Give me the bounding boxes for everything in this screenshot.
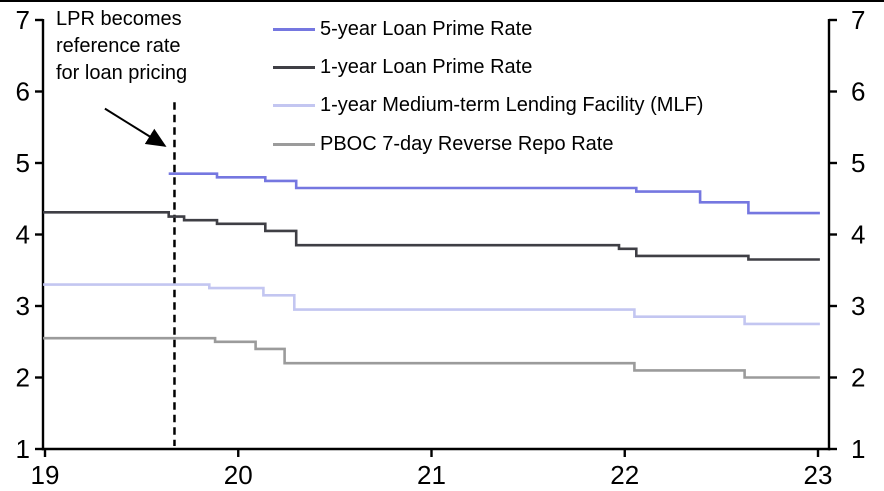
legend-label: PBOC 7-day Reverse Repo Rate (320, 132, 614, 155)
y-axis-label-left: 3 (16, 291, 30, 321)
y-axis-label-left: 1 (16, 434, 30, 464)
legend-item: 1-year Medium-term Lending Facility (MLF… (273, 87, 703, 125)
y-axis-label-left: 5 (16, 148, 30, 178)
annotation-line: reference rate (56, 35, 181, 57)
x-axis-label: 23 (804, 460, 833, 490)
y-axis-label-left: 7 (16, 5, 30, 35)
series-line-5-year-loan-prime-rate (168, 172, 820, 215)
legend-label: 1-year Loan Prime Rate (320, 56, 533, 79)
event-annotation: LPR becomes reference rate for loan pric… (56, 6, 187, 87)
legend-line-swatch (273, 104, 315, 108)
y-axis-label-right: 7 (851, 5, 865, 35)
annotation-line: LPR becomes (56, 8, 182, 30)
annotation-line: for loan pricing (56, 62, 188, 84)
legend-line-swatch (273, 66, 315, 70)
legend-label: 5-year Loan Prime Rate (320, 17, 533, 40)
y-axis-label-left: 4 (16, 220, 30, 250)
legend-item: PBOC 7-day Reverse Repo Rate (273, 125, 703, 163)
y-axis-label-right: 3 (851, 291, 865, 321)
series-line-1-year-loan-prime-rate (43, 211, 820, 261)
x-axis-label: 19 (31, 460, 60, 490)
legend-item: 1-year Loan Prime Rate (273, 48, 703, 86)
y-axis-label-right: 6 (851, 77, 865, 107)
series-line-pboc-7-day-reverse-repo-rate (43, 336, 820, 379)
x-axis-label: 22 (610, 460, 639, 490)
x-axis-label: 21 (417, 460, 446, 490)
legend-item: 5-year Loan Prime Rate (273, 10, 703, 48)
legend-label: 1-year Medium-term Lending Facility (MLF… (320, 94, 704, 117)
x-axis-label: 20 (224, 460, 253, 490)
y-axis-label-left: 2 (16, 363, 30, 393)
legend-line-swatch (273, 27, 315, 31)
legend: 5-year Loan Prime Rate 1-year Loan Prime… (273, 10, 703, 164)
series-line-1-year-medium-term-lending-facility-mlf (43, 283, 820, 326)
top-border-rule (0, 0, 884, 2)
annotation-arrow (104, 107, 167, 147)
y-axis-label-right: 2 (851, 363, 865, 393)
y-axis-label-right: 1 (851, 434, 865, 464)
y-axis-label-right: 5 (851, 148, 865, 178)
y-axis-label-left: 6 (16, 77, 30, 107)
legend-line-swatch (273, 142, 315, 146)
y-axis-label-right: 4 (851, 220, 865, 250)
